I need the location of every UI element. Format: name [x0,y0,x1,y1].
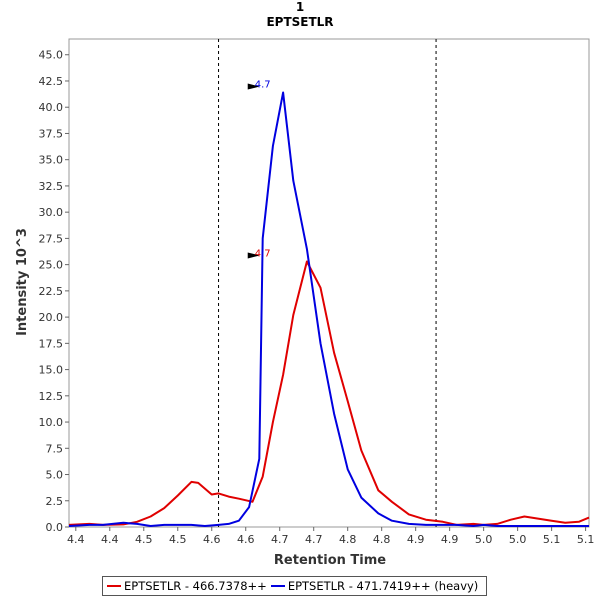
peak-marker-light [247,252,260,259]
legend-item-heavy: EPTSETLR - 471.7419++ (heavy) [270,579,479,593]
x-tick-label: 4.4 [101,533,119,546]
x-tick-label: 4.9 [441,533,459,546]
x-tick-label: 4.6 [203,533,221,546]
x-tick-label: 4.4 [67,533,85,546]
y-tick-label: 2.5 [46,495,64,508]
legend-swatch-blue [270,585,285,587]
y-tick-label: 45.0 [39,49,64,62]
x-tick-label: 4.8 [373,533,391,546]
legend-item-light: EPTSETLR - 466.7378++ [107,579,267,593]
x-tick-label: 5.1 [577,533,595,546]
y-tick-label: 12.5 [39,390,64,403]
peak-marker-heavy [247,83,260,90]
x-tick-label: 4.9 [407,533,425,546]
y-tick-label: 35.0 [39,154,64,167]
y-tick-label: 25.0 [39,259,64,272]
legend-swatch-red [107,585,121,587]
chart-subtitle: EPTSETLR [266,15,333,29]
legend-label-light: EPTSETLR - 466.7378++ [124,579,267,593]
x-tick-label: 4.7 [271,533,289,546]
y-tick-label: 0.0 [46,521,64,534]
plot-frame [68,38,590,528]
x-tick-label: 4.7 [305,533,323,546]
y-tick-label: 15.0 [39,364,64,377]
y-tick-label: 42.5 [39,75,64,88]
y-tick-label: 10.0 [39,416,64,429]
chart-legend: EPTSETLR - 466.7378++ EPTSETLR - 471.741… [102,576,488,596]
x-axis-label: Retention Time [274,553,386,568]
y-tick-label: 40.0 [39,101,64,114]
y-tick-label: 5.0 [46,469,64,482]
y-tick-label: 20.0 [39,311,64,324]
x-tick-label: 4.5 [135,533,153,546]
y-tick-label: 37.5 [39,127,64,140]
plot-area: 0.0 2.5 5.0 7.5 10.0 12.5 15.0 17.5 20.0 22.5 25.0… [39,38,595,546]
peak-label-heavy: 4.7 [255,80,271,91]
y-axis-label: Intensity 10^3 [15,228,30,336]
series-line-light [68,260,590,526]
y-tick-label: 17.5 [39,337,64,350]
chart-title: 1 [296,0,304,14]
y-tick-label: 30.0 [39,206,64,219]
x-tick-label: 4.6 [237,533,255,546]
y-tick-label: 7.5 [46,442,64,455]
x-tick-label: 4.5 [169,533,187,546]
legend-label-heavy: EPTSETLR - 471.7419++ (heavy) [287,579,479,593]
y-tick-label: 27.5 [39,232,64,245]
series-line-heavy [68,91,589,527]
x-tick-label: 5.0 [509,533,527,546]
x-tick-label: 5.1 [543,533,561,546]
x-tick-label: 4.8 [339,533,357,546]
y-tick-label: 32.5 [39,180,64,193]
y-tick-label: 22.5 [39,285,64,298]
x-tick-label: 5.0 [475,533,493,546]
